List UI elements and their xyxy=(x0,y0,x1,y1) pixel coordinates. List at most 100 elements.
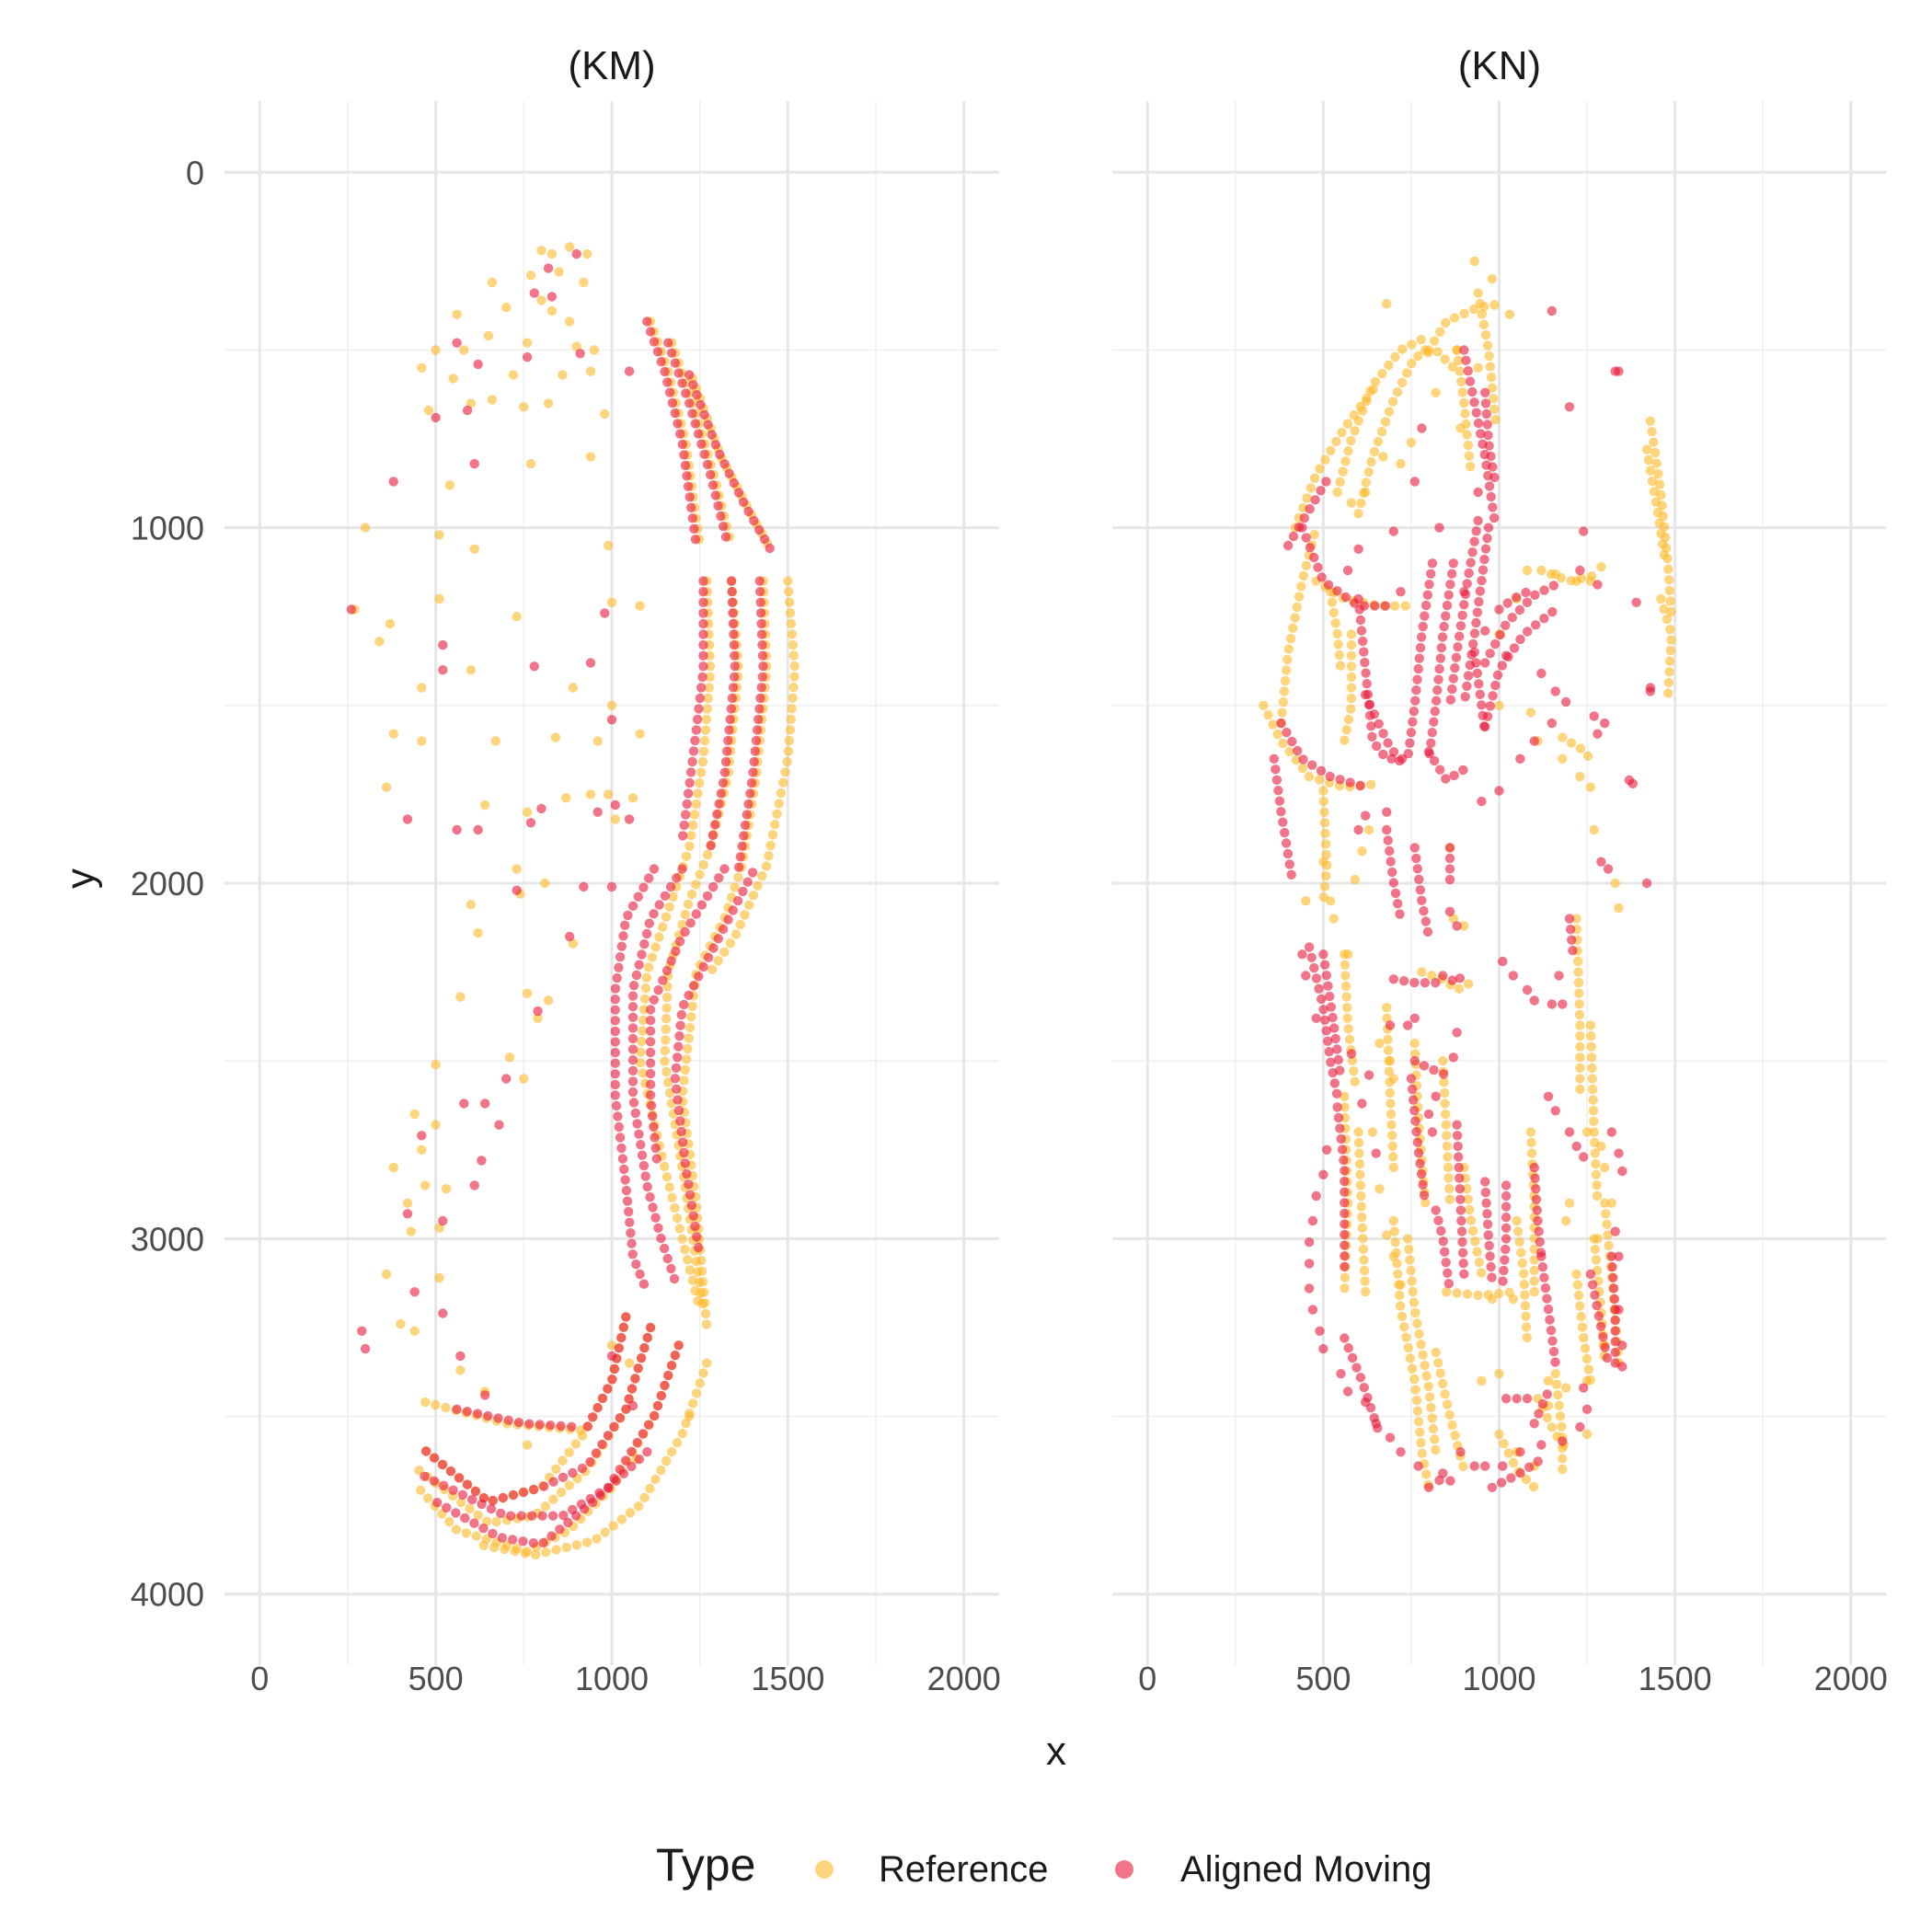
reference-point xyxy=(1355,1169,1365,1180)
aligned-moving-point xyxy=(462,1479,473,1489)
reference-point xyxy=(616,1514,627,1524)
reference-point xyxy=(784,586,794,597)
aligned-moving-point xyxy=(610,1047,620,1058)
aligned-moving-point xyxy=(1395,909,1405,919)
reference-point xyxy=(785,597,795,607)
reference-point xyxy=(1586,1041,1596,1052)
aligned-moving-point xyxy=(1501,1180,1512,1190)
aligned-moving-point xyxy=(1434,523,1444,533)
aligned-moving-point xyxy=(688,1211,698,1221)
aligned-moving-point xyxy=(1432,685,1443,696)
aligned-moving-point xyxy=(621,1312,631,1322)
reference-point xyxy=(1429,336,1440,346)
aligned-moving-point xyxy=(610,983,621,994)
reference-point xyxy=(1654,518,1664,528)
reference-point xyxy=(661,1066,672,1077)
reference-point xyxy=(417,1144,427,1156)
reference-point xyxy=(416,1485,426,1496)
aligned-moving-point xyxy=(698,608,708,618)
reference-point xyxy=(1393,1269,1403,1280)
aligned-moving-point xyxy=(1324,1047,1334,1057)
reference-point xyxy=(489,1542,500,1553)
reference-point xyxy=(1435,1368,1445,1378)
aligned-moving-point xyxy=(1448,1052,1459,1063)
aligned-moving-point xyxy=(1431,1091,1441,1102)
aligned-moving-point xyxy=(1460,692,1470,702)
aligned-moving-point xyxy=(501,1074,512,1084)
aligned-moving-point xyxy=(726,704,736,714)
aligned-moving-point xyxy=(420,1471,430,1482)
aligned-moving-point xyxy=(1447,684,1457,695)
reference-point xyxy=(761,861,772,871)
reference-point xyxy=(1369,446,1380,457)
reference-point xyxy=(1319,818,1330,828)
reference-point xyxy=(1340,456,1351,466)
aligned-moving-point xyxy=(1455,1194,1466,1205)
aligned-moving-point xyxy=(529,661,539,672)
reference-point xyxy=(1449,313,1460,323)
aligned-moving-point xyxy=(1610,1315,1620,1326)
aligned-moving-point xyxy=(1385,1020,1396,1030)
reference-point xyxy=(1358,1244,1369,1255)
aligned-moving-point xyxy=(603,1431,614,1441)
aligned-moving-point xyxy=(1307,760,1317,770)
reference-point xyxy=(1431,1347,1441,1358)
aligned-moving-point xyxy=(1439,621,1449,632)
aligned-moving-point xyxy=(1547,606,1558,617)
reference-point xyxy=(1557,1421,1567,1432)
reference-point xyxy=(1512,1215,1522,1226)
aligned-moving-point xyxy=(681,388,691,398)
reference-point xyxy=(508,370,518,380)
aligned-moving-point xyxy=(757,639,767,650)
reference-point xyxy=(1378,452,1388,462)
aligned-moving-point xyxy=(643,1420,654,1430)
aligned-moving-point xyxy=(459,1098,469,1109)
aligned-moving-point xyxy=(1501,650,1512,661)
reference-point xyxy=(1529,1265,1539,1276)
aligned-moving-point xyxy=(1498,956,1508,967)
aligned-moving-point xyxy=(1609,1294,1620,1305)
reference-point xyxy=(1388,1074,1399,1084)
aligned-moving-point xyxy=(473,824,483,835)
aligned-moving-point xyxy=(1309,552,1319,563)
reference-point xyxy=(1366,456,1376,467)
reference-point xyxy=(1643,454,1654,466)
aligned-moving-point xyxy=(674,937,685,947)
aligned-moving-point xyxy=(1441,774,1451,784)
aligned-moving-point xyxy=(708,943,719,953)
aligned-moving-point xyxy=(1602,1352,1613,1363)
aligned-moving-point xyxy=(1422,926,1433,937)
reference-point xyxy=(434,1223,444,1234)
reference-point xyxy=(548,1494,558,1504)
reference-point xyxy=(519,1074,529,1084)
reference-point xyxy=(1521,1474,1532,1485)
aligned-moving-point xyxy=(1331,1088,1342,1099)
aligned-moving-point xyxy=(1345,777,1355,788)
reference-point xyxy=(568,938,579,949)
aligned-moving-point xyxy=(1420,916,1432,926)
y-axis-title: y xyxy=(58,868,103,889)
reference-point xyxy=(1573,977,1584,988)
aligned-moving-point xyxy=(478,1524,489,1534)
reference-point xyxy=(1604,1240,1614,1251)
aligned-moving-point xyxy=(1293,745,1303,756)
aligned-moving-point xyxy=(611,1100,622,1111)
reference-point xyxy=(1438,1378,1448,1389)
reference-point xyxy=(1474,1257,1485,1268)
reference-point xyxy=(1368,385,1378,395)
aligned-moving-point xyxy=(712,809,722,820)
reference-point xyxy=(546,305,558,316)
aligned-moving-point xyxy=(1343,1343,1353,1353)
aligned-moving-point xyxy=(656,357,666,367)
aligned-moving-point xyxy=(1593,580,1603,590)
reference-point xyxy=(684,1022,696,1033)
reference-point xyxy=(571,341,581,351)
aligned-moving-point xyxy=(628,1098,639,1108)
reference-point xyxy=(1342,949,1353,960)
reference-point xyxy=(1480,330,1491,340)
aligned-moving-point xyxy=(1531,620,1541,630)
aligned-moving-point xyxy=(1607,1262,1617,1272)
reference-point xyxy=(520,1548,531,1558)
aligned-moving-point xyxy=(1441,611,1451,621)
aligned-moving-point xyxy=(697,672,707,683)
